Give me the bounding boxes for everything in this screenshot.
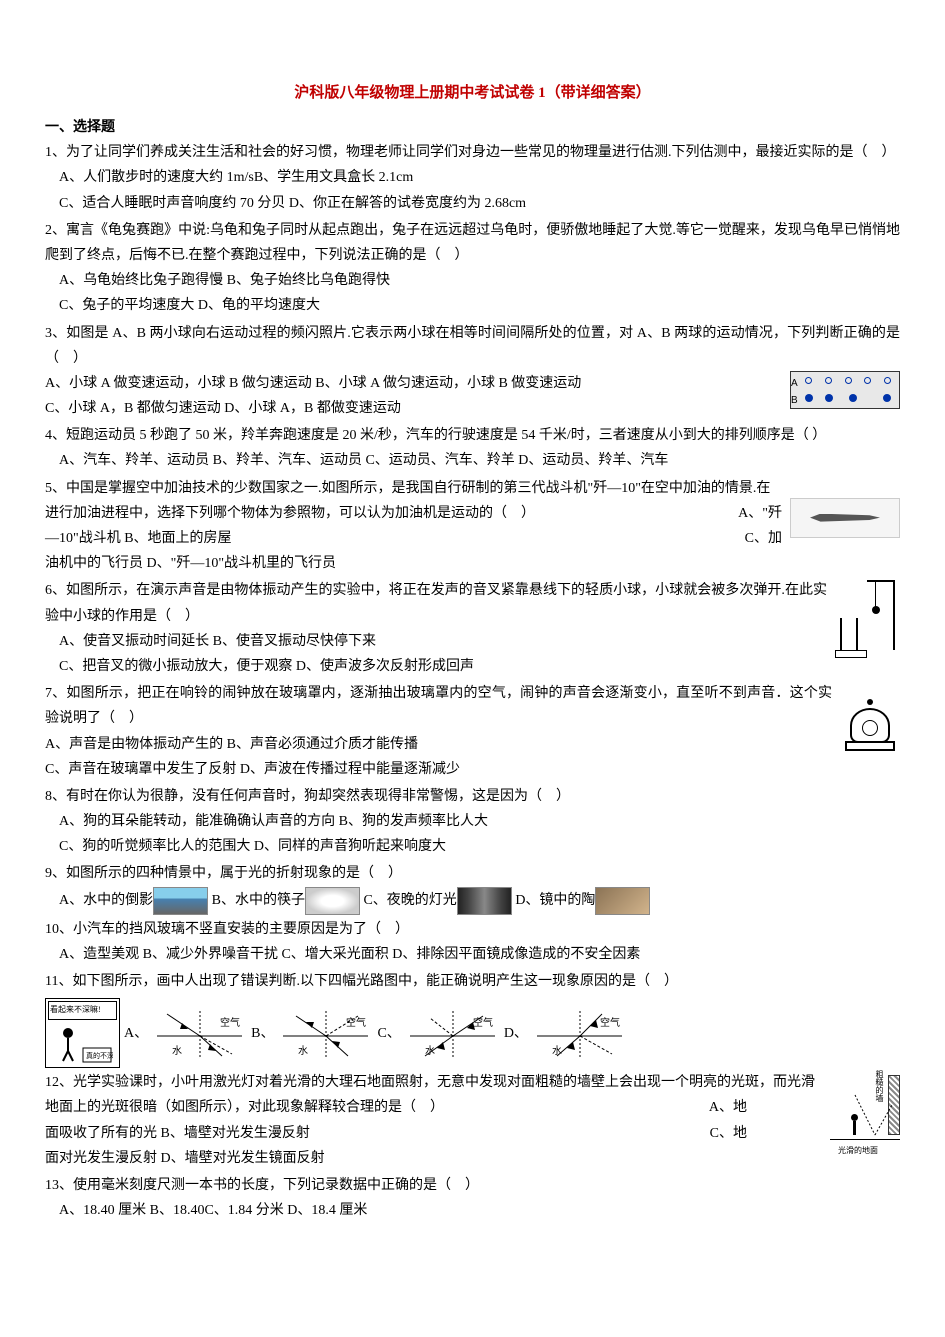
q8-optC: C、狗的听觉频率比人的范围大 D、同样的声音狗听起来响度大 xyxy=(45,834,900,859)
question-12: 粗糙的墙 光滑的地面 12、光学实验课时，小叶用激光灯对着光滑的大理石地面照射，… xyxy=(45,1070,900,1171)
q6-text: 6、如图所示，在演示声音是由物体振动产生的实验中，将正在发声的音叉紧靠悬线下的轻… xyxy=(45,578,900,628)
q12-rightC: C、地 xyxy=(710,1121,747,1146)
q11-cartoon: 看起来不深嘛! 真的不深! xyxy=(45,998,120,1068)
q11-c: C、 xyxy=(377,1021,400,1046)
question-4: 4、短跑运动员 5 秒跑了 50 米，羚羊奔跑速度是 20 米/秒，汽车的行驶速… xyxy=(45,423,900,473)
q6-figure-tuning-fork xyxy=(835,578,900,658)
q2-optC: C、兔子的平均速度大 D、龟的平均速度大 xyxy=(45,293,900,318)
q4-text: 4、短跑运动员 5 秒跑了 50 米，羚羊奔跑速度是 20 米/秒，汽车的行驶速… xyxy=(45,423,900,448)
q9-optC: C、夜晚的灯光 xyxy=(363,893,456,908)
q9-optB: B、水中的筷子 xyxy=(212,893,305,908)
q5-figure-plane xyxy=(790,498,900,538)
q3-text: 3、如图是 A、B 两小球向右运动过程的频闪照片.它表示两小球在相等时间间隔所处… xyxy=(45,321,900,371)
question-7: 7、如图所示，把正在响铃的闹钟放在玻璃罩内，逐渐抽出玻璃罩内的空气，闹钟的声音会… xyxy=(45,681,900,782)
q2-text: 2、寓言《龟兔赛跑》中说:乌龟和兔子同时从起点跑出，兔子在远远超过乌龟时，便骄傲… xyxy=(45,218,900,268)
svg-text:真的不深!: 真的不深! xyxy=(86,1051,113,1060)
svg-text:空气: 空气 xyxy=(473,1016,493,1029)
q11-diagramA: 空气水 xyxy=(152,1006,247,1061)
q8-text: 8、有时在你认为很静，没有任何声音时，狗却突然表现得非常警惕，这是因为（ ） xyxy=(45,784,900,809)
q3-optA: A、小球 A 做变速运动，小球 B 做匀速运动 B、小球 A 做匀速运动，小球 … xyxy=(45,371,900,396)
q3-label-a: A xyxy=(791,375,798,393)
q11-d: D、 xyxy=(504,1021,528,1046)
q3-optC: C、小球 A，B 都做匀速运动 D、小球 A，B 都做变速运动 xyxy=(45,396,900,421)
q4-optA: A、汽车、羚羊、运动员 B、羚羊、汽车、运动员 C、运动员、汽车、羚羊 D、运动… xyxy=(45,448,900,473)
question-9: 9、如图所示的四种情景中，属于光的折射现象的是（ ） A、水中的倒影 B、水中的… xyxy=(45,861,900,914)
question-11: 11、如下图所示，画中人出现了错误判断.以下四幅光路图中，能正确说明产生这一现象… xyxy=(45,969,900,1068)
q12-floor-label: 光滑的地面 xyxy=(838,1144,878,1158)
q11-diagramB: 空气水 xyxy=(278,1006,373,1061)
svg-text:水: 水 xyxy=(298,1045,308,1057)
question-2: 2、寓言《龟兔赛跑》中说:乌龟和兔子同时从起点跑出，兔子在远远超过乌龟时，便骄傲… xyxy=(45,218,900,319)
q9-imgC-lights xyxy=(457,887,512,915)
q9-imgB-chopsticks xyxy=(305,887,360,915)
q6-optA: A、使音叉振动时间延长 B、使音叉振动尽快停下来 xyxy=(45,629,900,654)
q13-text: 13、使用毫米刻度尺测一本书的长度，下列记录数据中正确的是（ ） xyxy=(45,1173,900,1198)
q7-optA: A、声音是由物体振动产生的 B、声音必须通过介质才能传播 xyxy=(45,732,900,757)
question-3: 3、如图是 A、B 两小球向右运动过程的频闪照片.它表示两小球在相等时间间隔所处… xyxy=(45,321,900,422)
q12-figure-wall: 粗糙的墙 光滑的地面 xyxy=(830,1070,900,1160)
q11-b: B、 xyxy=(251,1021,274,1046)
q5-rightA: A、"歼 xyxy=(738,501,782,526)
q1-text: 1、为了让同学们养成关注生活和社会的好习惯，物理老师让同学们对身边一些常见的物理… xyxy=(45,140,900,165)
q9-optA: A、水中的倒影 xyxy=(59,893,153,908)
q5-text: 5、中国是掌握空中加油技术的少数国家之一.如图所示，是我国自行研制的第三代战斗机… xyxy=(45,481,770,521)
svg-text:空气: 空气 xyxy=(600,1016,620,1029)
q9-imgA-reflection xyxy=(153,887,208,915)
q10-optA: A、造型美观 B、减少外界噪音干扰 C、增大采光面积 D、排除因平面镜成像造成的… xyxy=(45,942,900,967)
q3-label-b: B xyxy=(791,392,798,410)
q6-optC: C、把音叉的微小振动放大，便于观察 D、使声波多次反射形成回声 xyxy=(45,654,900,679)
svg-text:水: 水 xyxy=(172,1045,182,1057)
question-8: 8、有时在你认为很静，没有任何声音时，狗却突然表现得非常警惕，这是因为（ ） A… xyxy=(45,784,900,860)
q11-cartoon-text1: 看起来不深嘛! xyxy=(48,1001,117,1019)
svg-text:水: 水 xyxy=(425,1045,435,1057)
q2-optA: A、乌龟始终比兔子跑得慢 B、兔子始终比乌龟跑得快 xyxy=(45,268,900,293)
q7-text: 7、如图所示，把正在响铃的闹钟放在玻璃罩内，逐渐抽出玻璃罩内的空气，闹钟的声音会… xyxy=(45,681,900,731)
q3-figure-dots: A B xyxy=(790,371,900,409)
question-6: 6、如图所示，在演示声音是由物体振动产生的实验中，将正在发声的音叉紧靠悬线下的轻… xyxy=(45,578,900,679)
svg-text:空气: 空气 xyxy=(220,1016,240,1029)
svg-text:空气: 空气 xyxy=(346,1016,366,1029)
q9-options: A、水中的倒影 B、水中的筷子 C、夜晚的灯光 D、镜中的陶 xyxy=(45,887,900,915)
q13-optA: A、18.40 厘米 B、18.40C、1.84 分米 D、18.4 厘米 xyxy=(45,1198,900,1223)
q11-diagramC: 空气水 xyxy=(405,1006,500,1061)
q8-optA: A、狗的耳朵能转动，能准确确认声音的方向 B、狗的发声频率比人大 xyxy=(45,809,900,834)
q7-figure-bell-jar xyxy=(840,681,900,751)
q5-line3: 油机中的飞行员 D、"歼—10"战斗机里的飞行员 xyxy=(45,551,900,576)
q1-optC: C、适合人睡眠时声音响度约 70 分贝 D、你正在解答的试卷宽度约为 2.68c… xyxy=(45,191,900,216)
q10-text: 10、小汽车的挡风玻璃不竖直安装的主要原因是为了（ ） xyxy=(45,917,900,942)
page-title: 沪科版八年级物理上册期中考试试卷 1（带详细答案） xyxy=(45,80,900,107)
question-5: 5、中国是掌握空中加油技术的少数国家之一.如图所示，是我国自行研制的第三代战斗机… xyxy=(45,476,900,577)
q9-optD: D、镜中的陶 xyxy=(515,893,595,908)
q5-rightC: C、加 xyxy=(745,526,782,551)
q11-figure-row: 看起来不深嘛! 真的不深! A、 空气水 B、 空气水 C、 空气水 D、 空气… xyxy=(45,998,900,1068)
q9-imgD-mirror xyxy=(595,887,650,915)
q11-a: A、 xyxy=(124,1021,148,1046)
q11-diagramD: 空气水 xyxy=(532,1006,627,1061)
plane-icon xyxy=(810,514,880,522)
question-13: 13、使用毫米刻度尺测一本书的长度，下列记录数据中正确的是（ ） A、18.40… xyxy=(45,1173,900,1223)
q12-text: 12、光学实验课时，小叶用激光灯对着光滑的大理石地面照射，无意中发现对面粗糙的墙… xyxy=(45,1075,815,1115)
question-1: 1、为了让同学们养成关注生活和社会的好习惯，物理老师让同学们对身边一些常见的物理… xyxy=(45,140,900,216)
q5-line2: —10"战斗机 B、地面上的房屋 xyxy=(45,531,232,546)
q7-optC: C、声音在玻璃罩中发生了反射 D、声波在传播过程中能量逐渐减少 xyxy=(45,757,900,782)
q11-text: 11、如下图所示，画中人出现了错误判断.以下四幅光路图中，能正确说明产生这一现象… xyxy=(45,969,900,994)
svg-text:水: 水 xyxy=(552,1045,562,1057)
q1-optA: A、人们散步时的速度大约 1m/sB、学生用文具盒长 2.1cm xyxy=(45,165,900,190)
question-10: 10、小汽车的挡风玻璃不竖直安装的主要原因是为了（ ） A、造型美观 B、减少外… xyxy=(45,917,900,967)
q12-rightA: A、地 xyxy=(709,1095,747,1120)
q12-line3: 面对光发生漫反射 D、墙壁对光发生镜面反射 xyxy=(45,1146,900,1171)
q12-line2: 面吸收了所有的光 B、墙壁对光发生漫反射 xyxy=(45,1126,310,1141)
q9-text: 9、如图所示的四种情景中，属于光的折射现象的是（ ） xyxy=(45,861,900,886)
section-heading: 一、选择题 xyxy=(45,115,900,140)
